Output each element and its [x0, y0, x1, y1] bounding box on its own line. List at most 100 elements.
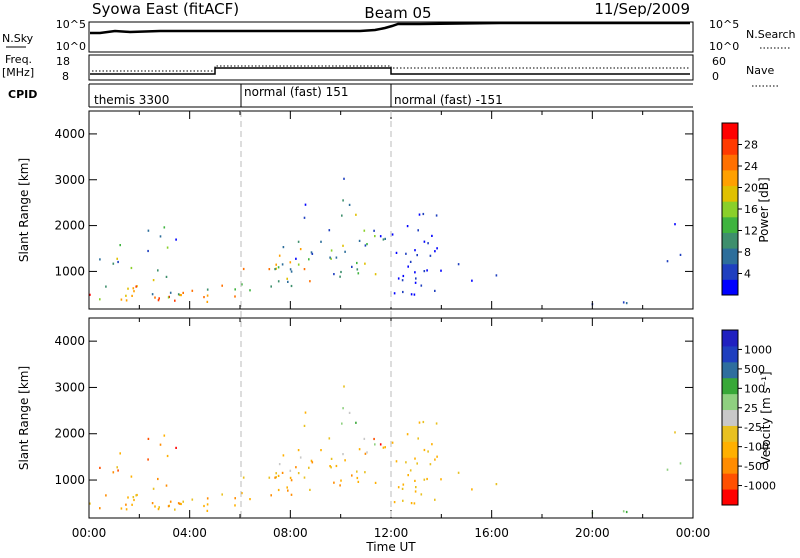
- scatter-cell: [373, 229, 375, 232]
- scatter-cell: [275, 476, 277, 479]
- scatter-cell: [268, 268, 271, 271]
- scatter-cell: [310, 251, 313, 254]
- scatter-cell: [384, 237, 386, 240]
- scatter-cell: [179, 502, 181, 505]
- scatter-cell: [335, 256, 338, 259]
- nsky-label: N.Sky: [2, 32, 34, 45]
- scatter-cell: [299, 456, 302, 459]
- scatter-cell: [303, 268, 306, 271]
- scatter-cell: [356, 261, 358, 265]
- velocity-panel: 1000 2000 3000 4000 Slant Range [km]: [17, 317, 694, 519]
- colorbar-swatch: [722, 138, 738, 155]
- colorbar-tick-label: 28: [744, 139, 758, 152]
- scatter-cell: [343, 385, 345, 388]
- scatter-cell: [431, 443, 433, 446]
- scatter-cell: [278, 463, 281, 466]
- scatter-cell: [304, 203, 307, 206]
- colorbar-swatch: [722, 409, 738, 426]
- y-tick-label: 4000: [54, 127, 85, 141]
- scatter-cell: [395, 460, 398, 463]
- scatter-cell: [152, 279, 155, 282]
- colorbar-tick-label: 500: [744, 363, 765, 376]
- colorbar-swatch: [722, 489, 738, 506]
- scatter-cell: [120, 298, 123, 301]
- scatter-cell: [427, 242, 429, 245]
- scatter-cell: [418, 213, 421, 216]
- scatter-cell: [364, 471, 366, 474]
- x-tick-label: 04:00: [172, 526, 207, 540]
- scatter-cell: [99, 466, 101, 469]
- cpid-segment-3: normal (fast) -151: [394, 93, 503, 107]
- scatter-cell: [373, 437, 375, 441]
- scatter-cell: [397, 277, 400, 280]
- scatter-cell: [182, 500, 184, 503]
- y-tick-label: 2000: [54, 427, 85, 441]
- scatter-cell: [290, 270, 293, 273]
- scatter-cell: [234, 295, 236, 298]
- scatter-cell: [363, 437, 366, 440]
- scatter-cell: [340, 479, 342, 482]
- scatter-cell: [169, 291, 172, 294]
- y-tick-label: 1000: [54, 264, 85, 278]
- scatter-cell: [427, 450, 429, 453]
- scatter-cell: [241, 492, 243, 495]
- scatter-cell: [309, 488, 311, 491]
- scatter-cell: [674, 431, 676, 434]
- scatter-cell: [270, 285, 272, 288]
- scatter-cell: [422, 420, 425, 424]
- colorbar-tick-label: -500: [744, 460, 769, 473]
- scatter-cell: [157, 508, 160, 511]
- y-tick-label: 3000: [54, 380, 85, 394]
- colorbar-swatch: [722, 154, 738, 171]
- scatter-cell: [405, 461, 407, 464]
- scatter-cell: [127, 496, 129, 499]
- scatter-cell: [414, 479, 416, 482]
- scatter-cell: [364, 262, 366, 265]
- power-colorbar: 28 24 20 16 12 8 4: [721, 122, 758, 296]
- scatter-cell: [180, 502, 182, 506]
- scatter-cell: [147, 249, 149, 253]
- scatter-cell: [434, 289, 436, 292]
- scatter-cell: [426, 477, 428, 481]
- scatter-cell: [329, 465, 331, 468]
- scatter-cell: [297, 263, 300, 266]
- scatter-cell: [127, 287, 129, 290]
- scatter-cell: [206, 509, 209, 512]
- scatter-cell: [116, 466, 118, 469]
- scatter-cell: [154, 505, 156, 508]
- scatter-cell: [295, 257, 297, 260]
- scatter-cell: [290, 284, 293, 288]
- nave-label: Nave: [746, 64, 774, 77]
- scatter-cell: [117, 469, 119, 472]
- scatter-cell: [275, 263, 277, 266]
- scatter-cell: [414, 281, 417, 284]
- scatter-cell: [416, 462, 418, 465]
- scatter-cell: [434, 250, 436, 253]
- scatter-cell: [415, 486, 417, 489]
- nave-tick-top: 60: [712, 55, 726, 68]
- scatter-cell: [674, 223, 676, 226]
- scatter-cell: [304, 411, 307, 414]
- scatter-cell: [351, 265, 353, 268]
- colorbar-swatch: [722, 263, 738, 280]
- scatter-cell: [163, 226, 166, 229]
- scatter-cell: [358, 448, 361, 451]
- freq-unit: [MHz]: [2, 66, 34, 79]
- colorbar-swatch: [722, 473, 738, 490]
- scatter-cell: [167, 505, 170, 508]
- colorbar-tick-label: 24: [744, 160, 758, 173]
- scatter-cell: [311, 252, 314, 255]
- scatter-cell: [457, 471, 460, 474]
- scatter-cell: [410, 293, 413, 296]
- nsky-panel: [88, 21, 694, 53]
- velocity-y-ticks: 1000 2000 3000 4000: [54, 334, 693, 487]
- scatter-cell: [429, 254, 432, 257]
- scatter-cell: [413, 293, 416, 296]
- x-tick-label: 16:00: [474, 526, 509, 540]
- scatter-cell: [431, 234, 433, 237]
- scatter-cell: [328, 229, 331, 232]
- scatter-cell: [422, 212, 425, 216]
- scatter-cell: [379, 235, 382, 238]
- scatter-cell: [125, 503, 127, 506]
- scatter-cell: [277, 266, 280, 269]
